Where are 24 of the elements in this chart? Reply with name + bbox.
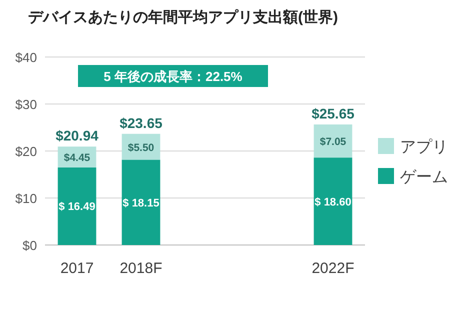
annotation: 5 年後の成長率：22.5% [104,69,243,84]
data-label: $ 16.49 [58,201,96,214]
x-tick-label: 2018F [120,260,162,277]
y-tick-label: $10 [15,191,37,206]
data-label: $ 18.60 [314,196,352,208]
bar [314,158,352,245]
total-label: $25.65 [312,105,355,122]
data-label: $5.50 [128,142,154,154]
chart-title: デバイスあたりの年間平均アプリ支出額(世界) [28,9,338,26]
x-tick-label: 2022F [312,260,354,277]
data-label: $ 18.15 [122,197,160,210]
legend-label: アプリ [400,138,448,156]
data-label: $4.45 [64,152,90,164]
legend-label: ゲーム [400,169,448,186]
bar [58,167,96,245]
total-label: $23.65 [120,114,163,131]
x-tick-label: 2017 [60,260,94,277]
total-label: $20.94 [56,128,99,144]
bar [122,160,160,245]
y-tick-label: $0 [22,238,37,253]
y-tick-label: $30 [15,97,37,112]
y-tick-label: $20 [15,144,37,159]
y-tick-label: $40 [15,50,37,65]
data-label: $7.05 [320,136,346,148]
